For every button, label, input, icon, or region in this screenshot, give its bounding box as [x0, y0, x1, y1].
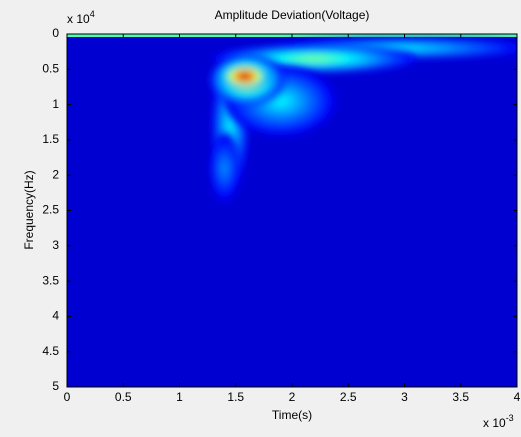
x-multiplier-exp: -3	[506, 413, 514, 423]
spot-level	[272, 95, 289, 107]
y-tick-label: 3	[52, 238, 59, 252]
y-multiplier: x 104	[67, 9, 95, 26]
y-tick-label: 2.5	[42, 203, 59, 217]
y-multiplier-base: x 10	[67, 12, 90, 26]
spot-level	[227, 116, 233, 136]
x-tick-label: 3.5	[452, 390, 469, 404]
x-tick-label: 2	[289, 390, 296, 404]
hot-spot	[213, 44, 416, 73]
x-multiplier-base: x 10	[483, 416, 506, 430]
chart-title: Amplitude Deviation(Voltage)	[215, 8, 370, 22]
y-tick-label: 0.5	[42, 61, 59, 75]
x-tick-label: 1	[176, 390, 183, 404]
y-tick-label: 4	[52, 309, 59, 323]
y-tick-label: 0	[52, 26, 59, 40]
x-tick-label: 4	[514, 390, 521, 404]
y-tick-label: 5	[52, 379, 59, 393]
x-axis-label: Time(s)	[272, 408, 312, 422]
x-tick-label: 2.5	[340, 390, 357, 404]
x-tick-label: 0	[64, 390, 71, 404]
y-tick-label: 2	[52, 167, 59, 181]
y-tick-label: 1	[52, 97, 59, 111]
y-multiplier-exp: 4	[90, 9, 95, 19]
spot-level	[385, 46, 424, 50]
spot-level	[240, 74, 249, 79]
hot-spot	[209, 133, 240, 203]
x-tick-label: 1.5	[227, 390, 244, 404]
hot-spot	[218, 62, 271, 91]
y-tick-label: 1.5	[42, 132, 59, 146]
spot-level	[299, 56, 330, 61]
y-tick-label: 4.5	[42, 344, 59, 358]
x-tick-label: 0.5	[115, 390, 132, 404]
y-tick-label: 3.5	[42, 273, 59, 287]
y-axis-label: Frequency(Hz)	[22, 170, 36, 249]
plot-area	[67, 34, 517, 387]
x-tick-label: 3	[401, 390, 408, 404]
spot-level	[222, 163, 227, 174]
x-multiplier: x 10-3	[483, 413, 514, 430]
